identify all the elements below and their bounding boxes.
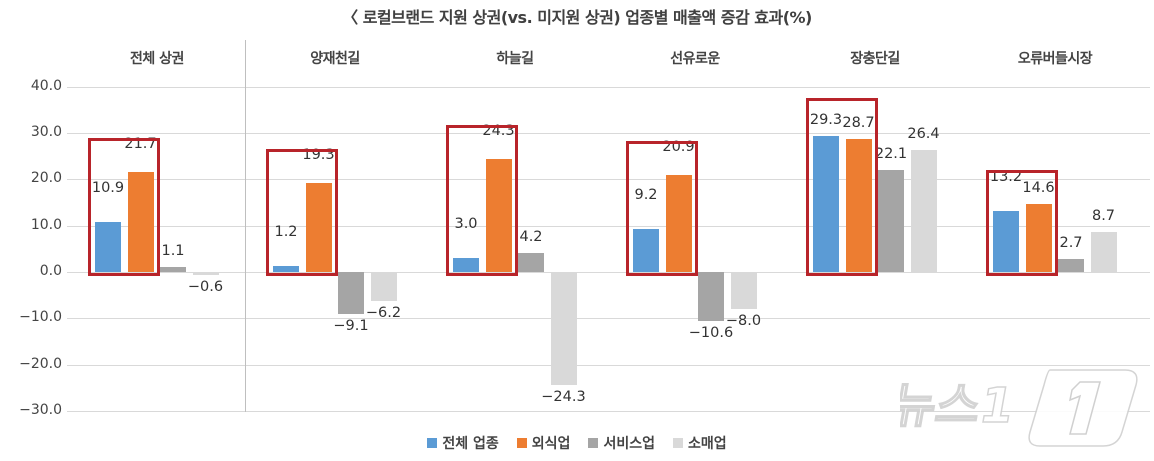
y-tick-label: 0.0 [39, 263, 62, 279]
value-label: 29.3 [809, 112, 843, 129]
y-tick-label: 20.0 [30, 170, 62, 187]
svg-text:뉴스1: 뉴스1 [900, 378, 1018, 434]
gridline [67, 133, 1150, 135]
y-tick-label: −30.0 [19, 401, 62, 418]
legend-swatch-food [516, 438, 527, 448]
gridline [67, 272, 1150, 273]
category-label: 양재천길 [310, 51, 360, 67]
bar-2 [338, 272, 364, 315]
highlight-box [986, 170, 1058, 276]
value-label: 28.7 [842, 115, 875, 132]
bar-1 [845, 139, 872, 272]
bar-2 [1058, 259, 1084, 272]
y-tick-label: −20.0 [19, 355, 62, 372]
y-tick-label: 40.0 [30, 77, 62, 94]
legend-swatch-total [427, 438, 438, 448]
value-label: −24.3 [541, 388, 586, 405]
bar-0 [273, 266, 299, 272]
bar-2 [878, 169, 904, 272]
gridline [67, 410, 1150, 412]
bar-1 [305, 182, 332, 272]
legend-swatch-retail [672, 438, 683, 448]
value-label: 1.2 [274, 224, 298, 241]
category-label: 오류버들시장 [1017, 51, 1093, 67]
value-label: 8.7 [1091, 207, 1116, 224]
value-label: 14.6 [1022, 180, 1055, 197]
legend-item-service: 서비스업 [588, 433, 655, 453]
bar-3 [730, 272, 757, 310]
legend-label-retail: 소매업 [687, 436, 727, 452]
value-label: −6.2 [365, 304, 402, 321]
value-label: 3.0 [454, 216, 478, 233]
gridline [67, 364, 1150, 366]
bar-1 [665, 175, 692, 272]
bar-3 [910, 149, 937, 272]
bar-2 [698, 272, 724, 322]
bar-0 [453, 258, 479, 272]
value-label: 26.4 [907, 125, 940, 142]
highlight-box [88, 137, 160, 276]
value-label: 1.1 [161, 242, 185, 259]
category-label: 장충단길 [850, 51, 900, 67]
value-label: 10.9 [91, 179, 125, 196]
value-label: −8.0 [725, 313, 762, 330]
value-label: 2.7 [1059, 235, 1083, 252]
bar-1 [485, 159, 512, 272]
value-label: −9.1 [333, 318, 369, 335]
bar-3 [1090, 231, 1117, 272]
group-divider [245, 40, 246, 412]
category-label: 하늘길 [496, 51, 534, 67]
legend-item-food: 외식업 [516, 433, 571, 453]
value-label: 9.2 [634, 187, 658, 204]
bar-3 [192, 272, 219, 275]
value-label: −0.6 [187, 278, 224, 295]
bar-0 [95, 221, 121, 272]
legend: 전체 업종 외식업 서비스업 소매업 [0, 433, 1154, 453]
highlight-box [266, 148, 338, 276]
gridline [67, 225, 1150, 227]
highlight-box [446, 125, 518, 276]
highlight-box [626, 141, 698, 276]
y-tick-label: 30.0 [30, 124, 62, 141]
gridline [67, 318, 1150, 320]
y-tick-label: 10.0 [30, 216, 62, 233]
bar-1 [127, 171, 154, 272]
value-label: 22.1 [874, 145, 908, 162]
gridline [67, 179, 1150, 181]
highlight-box [806, 98, 878, 276]
y-tick-label: −10.0 [19, 309, 62, 326]
legend-label-service: 서비스업 [603, 436, 655, 452]
gridline [67, 86, 1150, 88]
bar-3 [370, 272, 397, 301]
bar-0 [633, 229, 659, 272]
legend-item-total: 전체 업종 [427, 433, 499, 453]
bar-2 [518, 252, 544, 272]
value-label: −10.6 [688, 325, 734, 342]
value-label: 4.2 [519, 228, 543, 245]
legend-item-retail: 소매업 [672, 433, 727, 453]
chart-title: 〈 로컬브랜드 지원 상권(vs. 미지원 상권) 업종별 매출액 증감 효과(… [342, 8, 812, 27]
legend-swatch-service [588, 438, 599, 448]
bar-0 [993, 210, 1019, 272]
category-label: 선유로운 [670, 51, 720, 67]
legend-label-total: 전체 업종 [442, 436, 499, 452]
category-label: 전체 상권 [130, 51, 184, 67]
news1-watermark-logo: 뉴스1 [900, 369, 1138, 447]
legend-label-food: 외식업 [531, 436, 571, 452]
bar-3 [550, 272, 577, 385]
bar-0 [813, 136, 839, 272]
bar-1 [1025, 204, 1052, 272]
bar-2 [160, 266, 186, 272]
